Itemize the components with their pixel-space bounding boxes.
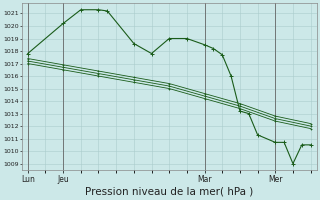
X-axis label: Pression niveau de la mer( hPa ): Pression niveau de la mer( hPa ) — [85, 187, 253, 197]
